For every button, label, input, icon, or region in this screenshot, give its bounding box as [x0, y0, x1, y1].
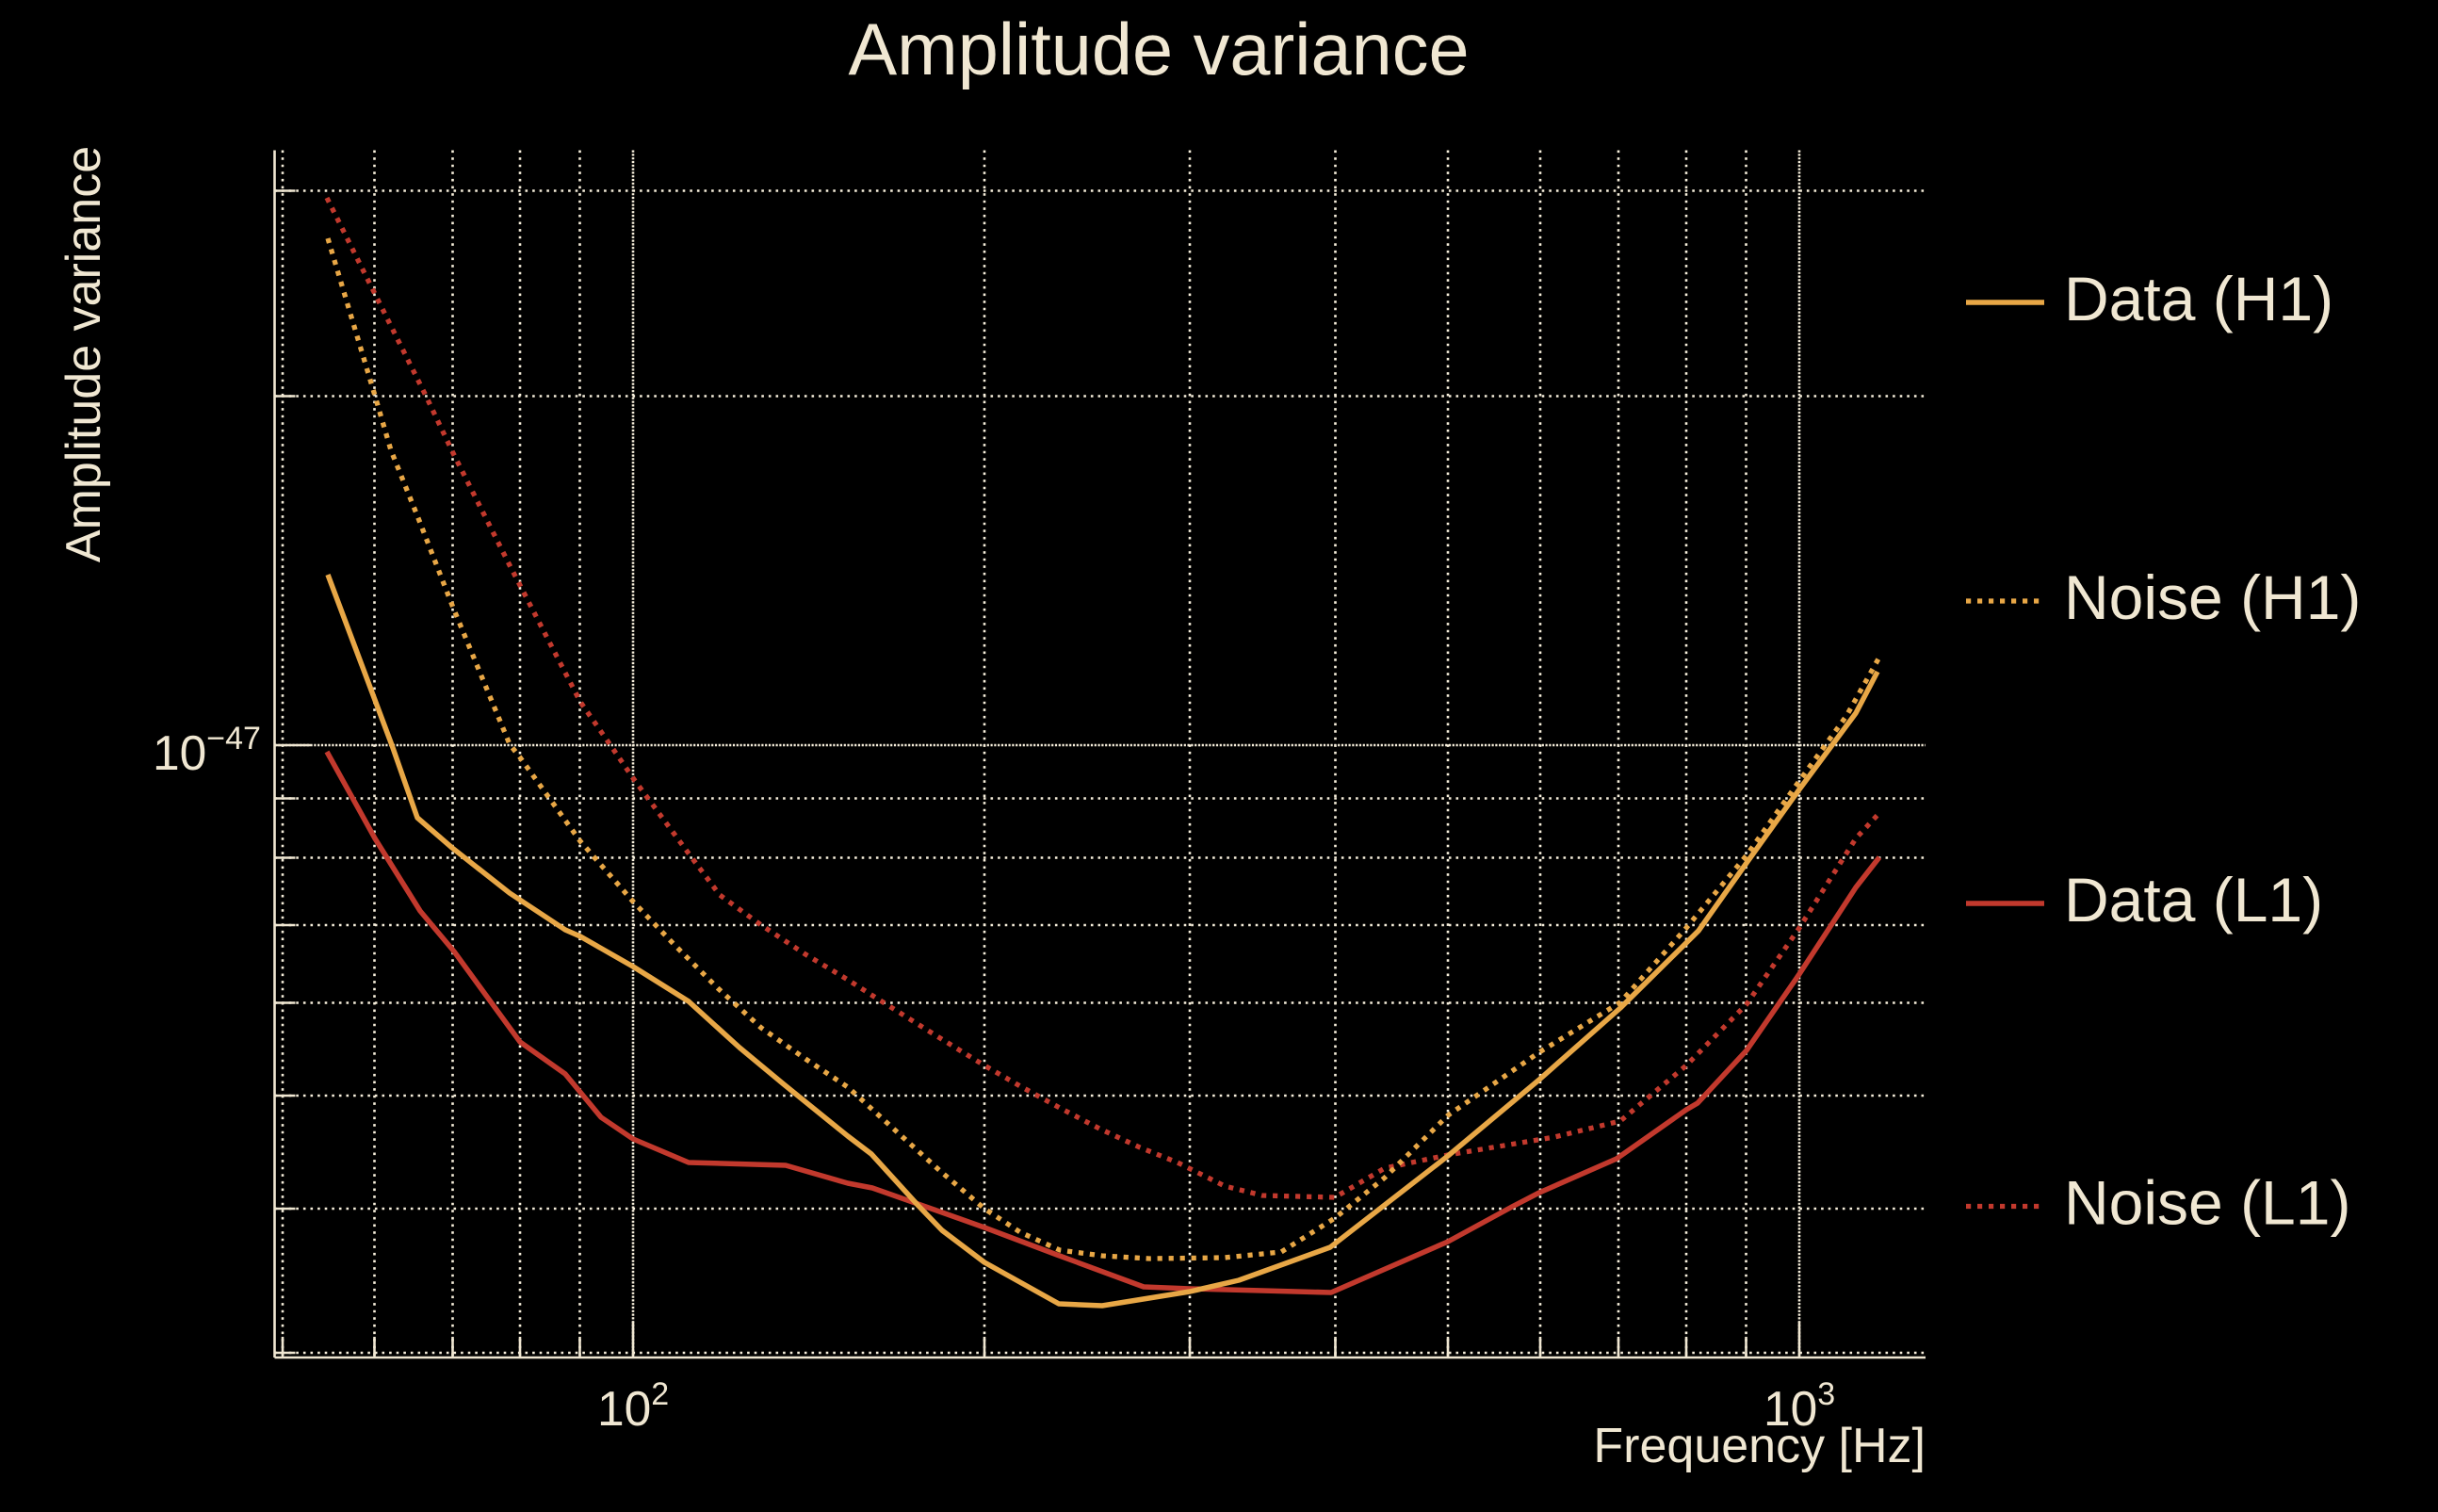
- svg-text:103: 103: [1763, 1376, 1835, 1436]
- svg-text:Frequency [Hz]: Frequency [Hz]: [1593, 1419, 1926, 1473]
- svg-text:Noise (L1): Noise (L1): [2064, 1168, 2350, 1238]
- svg-text:Data (H1): Data (H1): [2064, 264, 2333, 333]
- svg-text:Amplitude variance: Amplitude variance: [848, 9, 1469, 90]
- svg-text:102: 102: [597, 1376, 669, 1436]
- svg-text:Amplitude variance: Amplitude variance: [57, 146, 111, 562]
- svg-text:Data (L1): Data (L1): [2064, 865, 2323, 935]
- svg-text:Noise (H1): Noise (H1): [2064, 562, 2361, 632]
